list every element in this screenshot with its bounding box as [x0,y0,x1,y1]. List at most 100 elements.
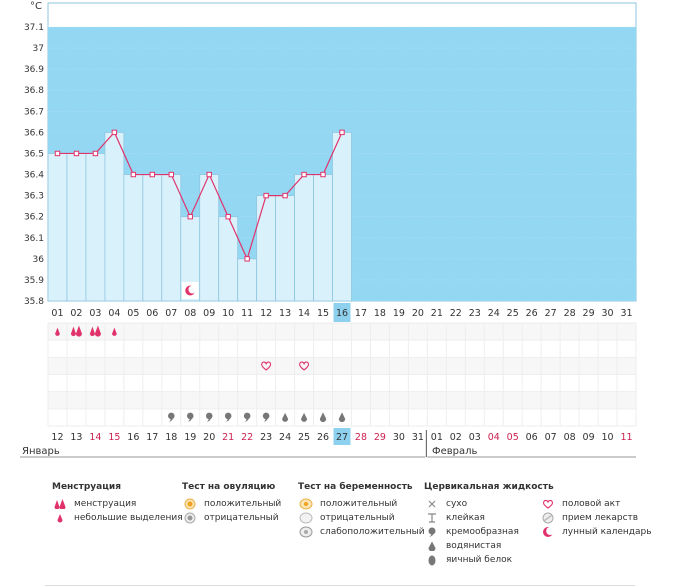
y-tick-label: 36.2 [24,213,44,223]
temperature-point [301,171,307,178]
calendar-date-label: 22 [241,432,253,443]
legend-title: Цервикальная жидкость [424,482,554,492]
drop-icon [52,513,68,523]
y-axis-label: °C [30,1,42,12]
legend-item: лунный календарь [540,525,652,539]
cycle-day-label: 14 [298,308,310,319]
egg-white-icon [338,412,346,423]
calendar-date-label: 08 [564,432,576,443]
temperature-point [111,129,118,136]
month-label-february: Февраль [432,446,478,457]
pregnancy-positive-icon [298,498,314,510]
y-tick-label: 37.1 [24,23,44,33]
calendar-date-label: 04 [488,432,500,443]
temperature-bar [66,153,87,302]
temperature-point [130,171,137,178]
temperature-point [92,150,99,157]
temperature-bar [218,216,239,302]
legend-label: лунный календарь [562,527,652,537]
calendar-date-label: 28 [355,432,367,443]
temperature-point [263,192,269,199]
calendar-date-label: 26 [317,432,329,443]
legend-label: положительный [204,499,282,509]
legend-item: яичный белок [424,553,554,567]
legend-label: сухо [446,499,468,509]
cycle-day-label: 27 [545,308,557,319]
cycle-day-label: 09 [203,308,215,319]
y-tick-label: 36.3 [24,192,44,202]
temperature-point [187,213,193,220]
cycle-day-label: 03 [89,308,101,319]
temperature-bar [294,174,314,302]
cycle-day-label: 25 [507,308,519,319]
symptom-row [48,391,636,409]
cycle-day-label: 07 [165,308,177,319]
legend-item: отрицательный [298,511,425,525]
temperature-bar [199,174,220,302]
y-tick-label: 36.5 [24,149,44,159]
temperature-point [206,171,212,178]
calendar-date-label: 31 [412,432,424,443]
temperature-bar [142,174,163,302]
cycle-day-label: 29 [583,308,595,319]
watery-icon [424,541,440,551]
calendar-date-label: 21 [222,432,234,443]
cycle-day-label: 06 [146,308,158,319]
legend-item: половой акт [540,497,652,511]
temperature-point [320,171,326,178]
calendar-date-label: 12 [51,432,63,443]
symptom-row [48,374,636,392]
calendar-date-label: 07 [545,432,557,443]
ovulation-positive-icon [182,498,198,510]
legend-pregnancy: Тест на беременность положительный отриц… [298,482,425,539]
egg-white-icon [319,412,327,423]
calendar-date-label: 27 [336,432,348,443]
cycle-day-label: 11 [241,308,253,319]
y-tick-label: 36.8 [24,86,44,96]
calendar-date-label: 15 [108,432,120,443]
legend-item: отрицательный [182,511,281,525]
heavy-drop-icon [75,325,82,337]
creamy-icon-tail [206,417,212,422]
calendar-date-label: 29 [374,432,386,443]
temperature-point [73,150,80,157]
calendar-date-label: 20 [203,432,215,443]
creamy-icon-tail [263,417,269,422]
legend-label: менструация [74,499,137,509]
cycle-day-label: 23 [469,308,481,319]
y-tick-label: 35.9 [24,276,44,286]
calendar-date-label: 11 [620,432,632,443]
calendar-date-label: 25 [298,432,310,443]
y-tick-label: 36.9 [24,65,44,75]
heart-icon [261,361,272,371]
creamy-icon [424,527,440,537]
legend-item: слабоположительный [298,525,425,539]
cycle-day-label: 28 [564,308,576,319]
calendar-date-label: 14 [89,432,101,443]
temperature-bar [256,195,277,302]
y-tick-label: 36 [33,255,45,265]
cycle-day-label: 24 [488,308,500,319]
temperature-bar [313,174,333,302]
cycle-day-label: 26 [526,308,538,319]
egg-white-icon [424,554,440,566]
symptom-row [48,340,636,358]
calendar-date-label: 13 [70,432,82,443]
cycle-day-label: 12 [260,308,272,319]
today-highlight-date [333,428,351,445]
legend-label: слабоположительный [320,527,425,537]
cycle-day-label: 08 [184,308,196,319]
watery-icon [301,412,308,422]
calendar-date-label: 06 [526,432,538,443]
ovulation-negative-icon [182,512,198,524]
moon-marker [181,282,199,299]
heart-icon [540,499,556,509]
temperature-bar [161,174,182,302]
pregnancy-weak-icon [298,526,314,538]
temperature-line [57,131,343,261]
cycle-day-label: 21 [431,308,443,319]
moon-icon [540,526,556,538]
cycle-day-label: 05 [127,308,139,319]
cycle-day-label: 17 [355,308,367,319]
